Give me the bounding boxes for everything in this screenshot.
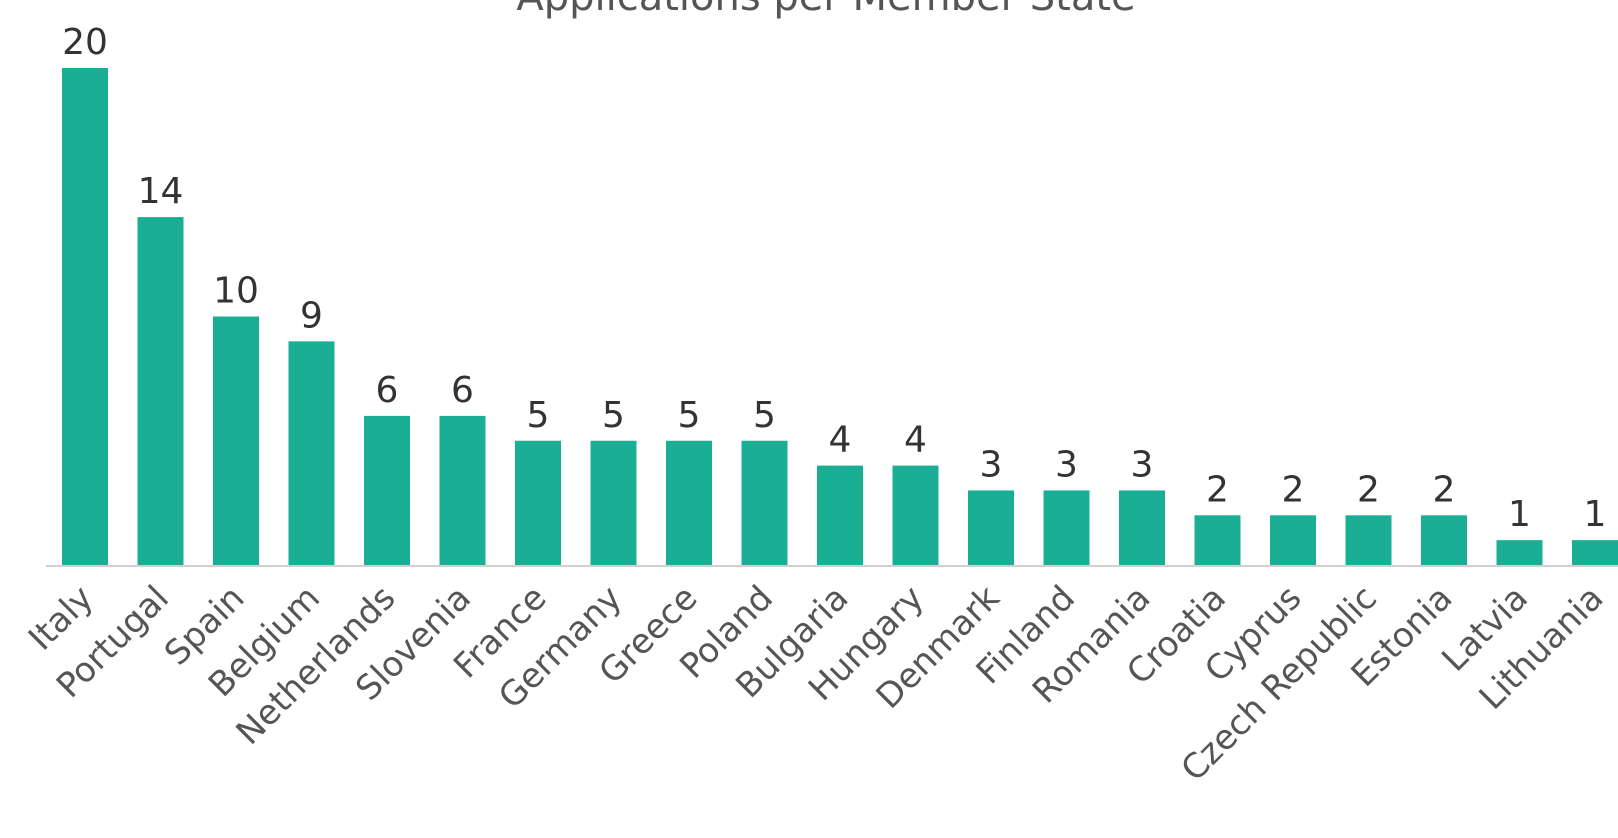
value-label: 2 bbox=[1206, 469, 1229, 510]
bar bbox=[892, 465, 939, 565]
bar bbox=[1496, 540, 1543, 565]
value-label: 3 bbox=[1055, 444, 1078, 485]
value-label: 14 bbox=[138, 171, 184, 212]
value-label: 5 bbox=[753, 395, 776, 436]
value-label: 4 bbox=[904, 420, 927, 461]
value-label: 9 bbox=[300, 295, 323, 336]
value-label: 10 bbox=[213, 271, 259, 312]
value-label: 5 bbox=[527, 395, 550, 436]
value-label: 2 bbox=[1282, 469, 1305, 510]
bar bbox=[213, 316, 259, 565]
bar bbox=[515, 440, 561, 565]
bar bbox=[364, 415, 410, 565]
value-label: 5 bbox=[602, 395, 625, 436]
value-label: 3 bbox=[1131, 444, 1154, 485]
bar bbox=[590, 440, 637, 565]
bar bbox=[1421, 515, 1467, 565]
value-label: 2 bbox=[1433, 469, 1456, 510]
value-label: 6 bbox=[451, 370, 474, 411]
bar bbox=[817, 465, 863, 565]
value-label: 6 bbox=[376, 370, 399, 411]
bar bbox=[1119, 490, 1165, 565]
bar bbox=[741, 440, 788, 565]
value-label: 1 bbox=[1584, 494, 1607, 535]
bar bbox=[439, 415, 486, 565]
bar bbox=[137, 217, 184, 565]
bar bbox=[1043, 490, 1090, 565]
bar bbox=[288, 341, 335, 565]
bar bbox=[62, 68, 108, 565]
value-label: 2 bbox=[1357, 469, 1380, 510]
value-label: 1 bbox=[1508, 494, 1531, 535]
value-label: 4 bbox=[829, 420, 852, 461]
value-label: 20 bbox=[62, 22, 108, 63]
value-label: 3 bbox=[980, 444, 1003, 485]
value-label: 5 bbox=[678, 395, 701, 436]
bar bbox=[1194, 515, 1241, 565]
bar bbox=[968, 490, 1014, 565]
bar bbox=[1572, 540, 1618, 565]
bar bbox=[666, 440, 712, 565]
chart-title: Applications per Member State bbox=[516, 0, 1135, 20]
bar bbox=[1345, 515, 1392, 565]
bar bbox=[1270, 515, 1316, 565]
